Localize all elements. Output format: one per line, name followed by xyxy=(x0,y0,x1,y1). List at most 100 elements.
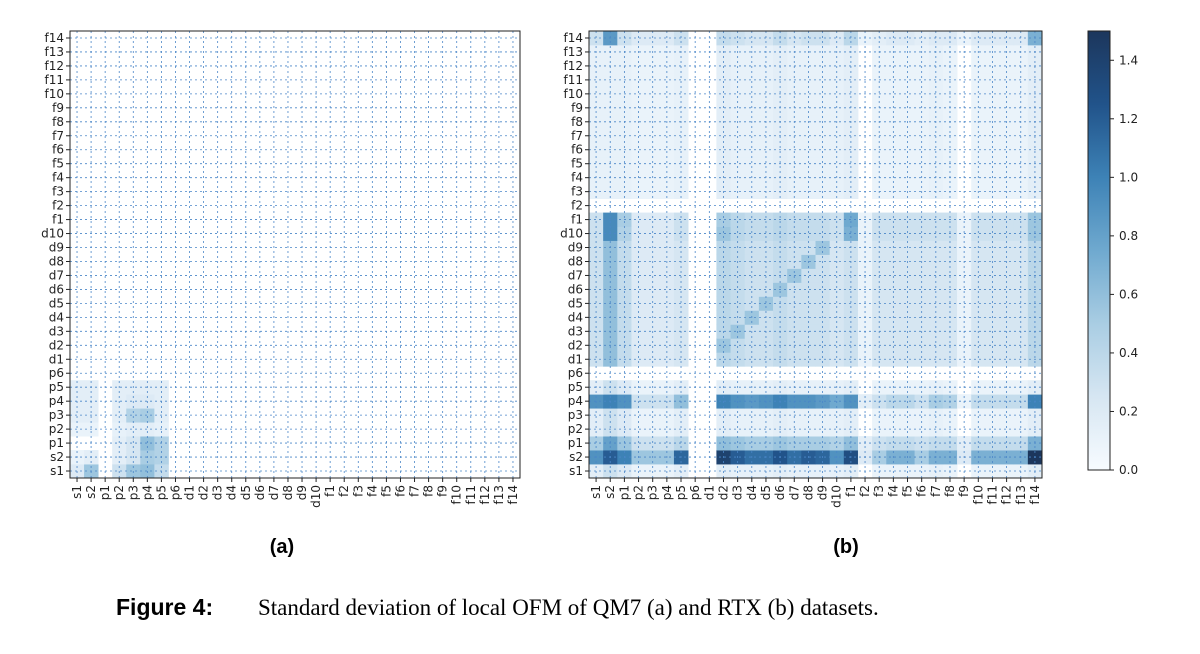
heatmap-cell xyxy=(730,296,746,311)
x-tick-label: f4 xyxy=(365,485,379,497)
x-tick-label: d1 xyxy=(183,485,197,500)
heatmap-cell xyxy=(886,31,901,46)
heatmap-cell xyxy=(112,408,127,423)
heatmap-cell xyxy=(645,31,661,46)
heatmap-cell xyxy=(801,212,816,227)
heatmap-cell xyxy=(659,72,675,88)
heatmap-cell xyxy=(928,86,944,102)
heatmap-cell xyxy=(985,86,1000,102)
y-tick-label: d9 xyxy=(49,241,64,255)
y-tick-label: s2 xyxy=(569,450,583,464)
heatmap-cell xyxy=(914,296,930,311)
x-tick-label: s2 xyxy=(603,485,617,499)
heatmap-cell xyxy=(673,436,689,451)
colorbar-tick-label: 1.4 xyxy=(1119,53,1138,67)
heatmap-cell xyxy=(843,156,859,172)
y-tick-label: f10 xyxy=(564,87,584,101)
heatmap-cell xyxy=(999,352,1015,367)
heatmap-cell xyxy=(744,338,760,353)
heatmap-cell xyxy=(914,142,930,158)
heatmap-cell xyxy=(659,436,675,451)
y-tick-label: p5 xyxy=(568,380,583,394)
heatmap-cell xyxy=(900,142,915,158)
heatmap-cell xyxy=(589,338,604,353)
y-tick-label: p6 xyxy=(49,366,64,380)
heatmap-cell xyxy=(971,422,986,437)
heatmap-cell xyxy=(971,352,986,367)
heatmap-cell xyxy=(886,422,901,437)
colorbar: 0.0 0.2 0.4 0.6 0.8 1.0 1.2 1.4 xyxy=(1087,30,1138,477)
x-tick-label: f12 xyxy=(478,485,492,505)
caption-label: Figure 4: xyxy=(116,594,213,620)
heatmap-cell xyxy=(999,296,1015,311)
y-tick-label: d10 xyxy=(41,227,64,241)
heatmap-cell xyxy=(645,156,661,172)
heatmap-cell xyxy=(673,86,689,102)
heatmap-cell xyxy=(900,212,915,227)
heatmap-cell xyxy=(829,86,845,102)
heatmap-cell xyxy=(886,268,901,283)
heatmap-cell xyxy=(971,86,986,102)
heatmap-cell xyxy=(999,408,1015,423)
heatmap-cell xyxy=(886,352,901,367)
x-tick-label: p6 xyxy=(688,485,702,500)
heatmap-cell xyxy=(645,282,661,297)
heatmap-cell xyxy=(829,338,845,353)
heatmap-cell xyxy=(928,72,944,88)
y-tick-label: d3 xyxy=(49,324,64,338)
heatmap-cell xyxy=(900,408,915,423)
heatmap-cell xyxy=(589,282,604,297)
heatmap-cell xyxy=(815,282,831,297)
heatmap-cell xyxy=(815,100,831,116)
panel-label-a: (a) xyxy=(270,536,294,558)
heatmap-cell xyxy=(829,352,845,367)
heatmap-cell xyxy=(801,296,816,311)
heatmap-cell xyxy=(900,128,915,144)
heatmap-cell xyxy=(673,296,689,311)
y-tick-label: f1 xyxy=(571,213,583,227)
y-tick-label: f14 xyxy=(45,31,65,45)
heatmap-cell xyxy=(999,212,1015,227)
y-tick-label: d10 xyxy=(560,227,583,241)
y-tick-label: f14 xyxy=(564,31,584,45)
heatmap-cell xyxy=(928,226,944,241)
heatmap-cell xyxy=(801,128,816,144)
panel-label-b: (b) xyxy=(833,536,859,558)
heatmap-cell xyxy=(801,31,816,46)
heatmap-cell xyxy=(914,268,930,283)
y-tick-label: d6 xyxy=(568,282,583,296)
heatmap-cell xyxy=(631,86,647,102)
x-tick-label: d6 xyxy=(773,485,787,500)
heatmap-cell xyxy=(589,212,604,227)
heatmap-cell xyxy=(730,338,746,353)
heatmap-cell xyxy=(928,268,944,283)
heatmap-cell xyxy=(673,338,689,353)
heatmap-cell xyxy=(886,408,901,423)
heatmap-cell xyxy=(829,100,845,116)
heatmap-cell xyxy=(730,128,746,144)
heatmap-cell xyxy=(886,296,901,311)
heatmap-cell xyxy=(886,72,901,88)
heatmap-cell xyxy=(829,142,845,158)
y-tick-label: d7 xyxy=(49,268,64,282)
x-tick-label: d7 xyxy=(787,485,801,500)
heatmap-cell xyxy=(829,31,845,46)
y-tick-label: s2 xyxy=(50,450,64,464)
heatmap-cell xyxy=(673,422,689,437)
heatmap-cell xyxy=(631,268,647,283)
heatmap-cell xyxy=(801,268,816,283)
heatmap-cell xyxy=(829,128,845,144)
heatmap-cell xyxy=(999,226,1015,241)
heatmap-cell xyxy=(758,100,774,116)
y-tick-label: d7 xyxy=(568,268,583,282)
heatmap-cell xyxy=(829,268,845,283)
y-tick-label: p6 xyxy=(568,366,583,380)
heatmap-cell xyxy=(716,226,731,241)
heatmap-cell xyxy=(985,352,1000,367)
y-tick-label: f2 xyxy=(571,199,583,213)
y-tick-label: d4 xyxy=(49,310,64,324)
heatmap-cell xyxy=(999,282,1015,297)
x-tick-label: f2 xyxy=(337,485,351,497)
x-tick-label: d3 xyxy=(731,485,745,500)
heatmap-cell xyxy=(999,338,1015,353)
